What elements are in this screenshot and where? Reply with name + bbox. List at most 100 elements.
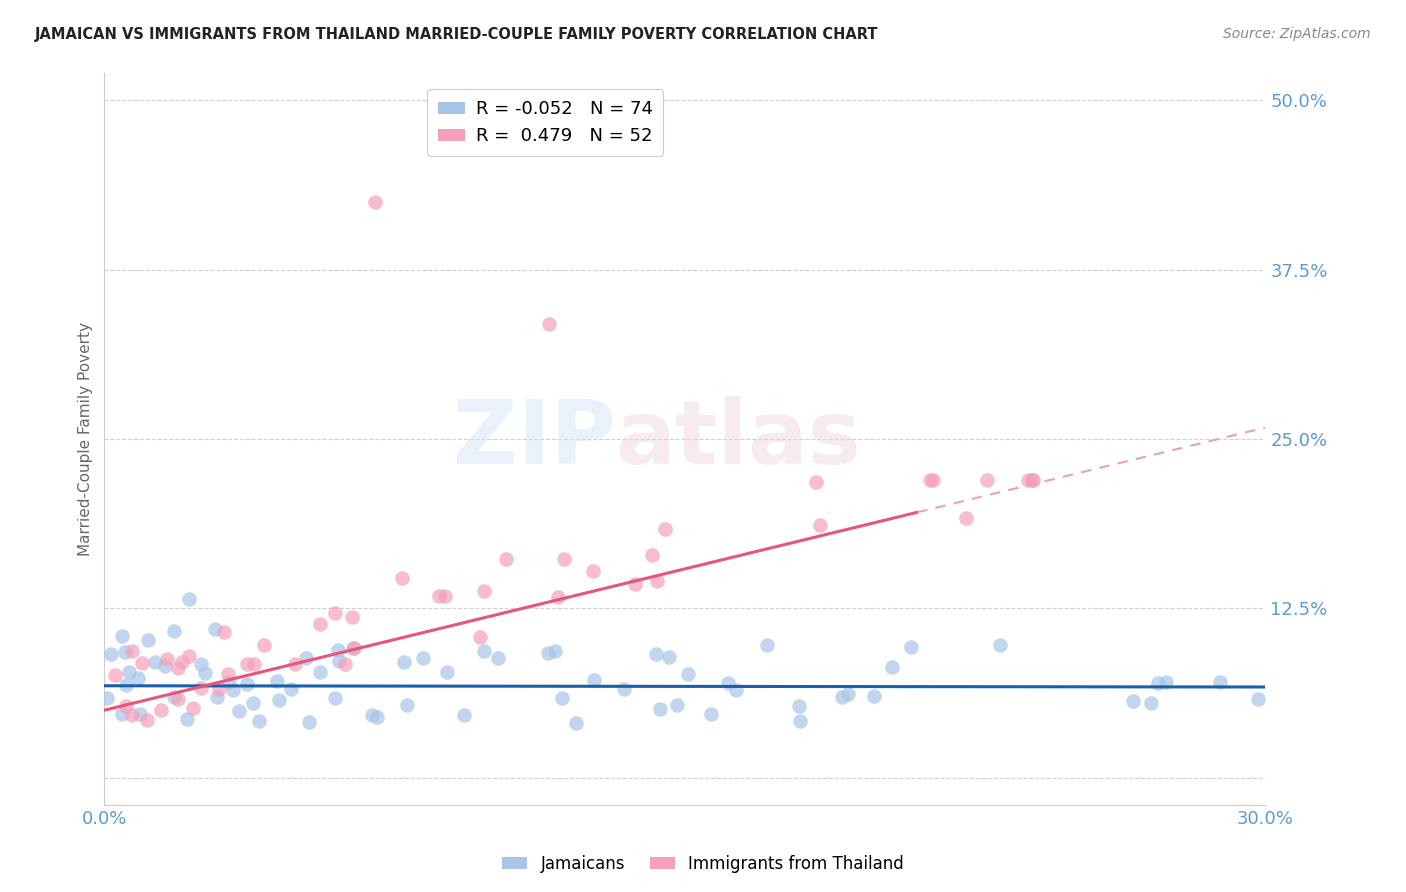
Point xyxy=(167,661,190,675)
Point xyxy=(538,317,561,331)
Point xyxy=(412,651,434,665)
Point xyxy=(242,697,264,711)
Point xyxy=(236,657,259,671)
Point xyxy=(298,714,321,729)
Point xyxy=(624,577,647,591)
Point xyxy=(111,628,134,642)
Point xyxy=(222,683,245,698)
Point xyxy=(328,654,350,668)
Point xyxy=(342,641,364,656)
Point xyxy=(862,690,884,704)
Point xyxy=(808,517,831,532)
Point xyxy=(127,671,149,685)
Point xyxy=(1017,473,1039,487)
Point xyxy=(1209,675,1232,690)
Legend: Jamaicans, Immigrants from Thailand: Jamaicans, Immigrants from Thailand xyxy=(495,848,911,880)
Point xyxy=(582,673,605,687)
Point xyxy=(988,638,1011,652)
Point xyxy=(391,571,413,585)
Y-axis label: Married-Couple Family Poverty: Married-Couple Family Poverty xyxy=(79,322,93,556)
Point xyxy=(284,657,307,671)
Point xyxy=(326,643,349,657)
Point xyxy=(553,552,575,566)
Point xyxy=(190,657,212,672)
Point xyxy=(172,655,194,669)
Point xyxy=(645,574,668,588)
Point xyxy=(150,703,173,717)
Point xyxy=(309,665,332,679)
Point xyxy=(880,659,903,673)
Point xyxy=(96,691,118,706)
Point xyxy=(976,473,998,487)
Point xyxy=(269,693,291,707)
Point xyxy=(654,522,676,536)
Point xyxy=(217,666,239,681)
Point xyxy=(266,674,288,689)
Text: JAMAICAN VS IMMIGRANTS FROM THAILAND MARRIED-COUPLE FAMILY POVERTY CORRELATION C: JAMAICAN VS IMMIGRANTS FROM THAILAND MAR… xyxy=(35,27,879,42)
Point xyxy=(128,706,150,721)
Point xyxy=(392,655,415,669)
Point xyxy=(918,473,941,487)
Point xyxy=(308,617,330,632)
Point xyxy=(143,655,166,669)
Text: ZIP: ZIP xyxy=(453,395,616,483)
Point xyxy=(205,690,228,705)
Point xyxy=(900,640,922,654)
Point xyxy=(1122,693,1144,707)
Point xyxy=(837,687,859,701)
Point xyxy=(665,698,688,713)
Point xyxy=(340,610,363,624)
Point xyxy=(155,658,177,673)
Point xyxy=(436,665,458,680)
Text: Source: ZipAtlas.com: Source: ZipAtlas.com xyxy=(1223,27,1371,41)
Point xyxy=(131,657,153,671)
Point xyxy=(323,691,346,706)
Point xyxy=(657,650,679,665)
Point xyxy=(118,665,141,679)
Point xyxy=(488,651,510,665)
Legend: R = -0.052   N = 74, R =  0.479   N = 52: R = -0.052 N = 74, R = 0.479 N = 52 xyxy=(427,89,664,156)
Point xyxy=(136,713,159,727)
Point xyxy=(676,667,699,681)
Point xyxy=(755,639,778,653)
Point xyxy=(166,692,188,706)
Point xyxy=(831,690,853,705)
Point xyxy=(613,681,636,696)
Point xyxy=(453,707,475,722)
Point xyxy=(163,624,186,638)
Point xyxy=(789,714,811,728)
Point xyxy=(645,647,668,661)
Point xyxy=(204,622,226,636)
Point xyxy=(547,590,569,604)
Point xyxy=(361,708,384,723)
Point xyxy=(472,644,495,658)
Point xyxy=(582,564,605,578)
Point xyxy=(208,682,231,697)
Point xyxy=(551,690,574,705)
Point xyxy=(121,708,143,723)
Point xyxy=(433,589,456,603)
Point xyxy=(163,690,186,704)
Text: atlas: atlas xyxy=(616,395,860,483)
Point xyxy=(700,706,723,721)
Point xyxy=(787,698,810,713)
Point xyxy=(253,638,276,652)
Point xyxy=(114,644,136,658)
Point xyxy=(228,704,250,718)
Point xyxy=(544,644,567,658)
Point xyxy=(1022,473,1045,487)
Point xyxy=(194,666,217,681)
Point xyxy=(190,681,212,696)
Point xyxy=(176,712,198,726)
Point xyxy=(717,676,740,690)
Point xyxy=(247,714,270,728)
Point xyxy=(343,640,366,655)
Point xyxy=(565,716,588,731)
Point xyxy=(218,675,240,690)
Point xyxy=(427,589,450,603)
Point xyxy=(104,668,127,682)
Point xyxy=(472,583,495,598)
Point xyxy=(495,552,517,566)
Point xyxy=(366,710,388,724)
Point xyxy=(364,194,387,209)
